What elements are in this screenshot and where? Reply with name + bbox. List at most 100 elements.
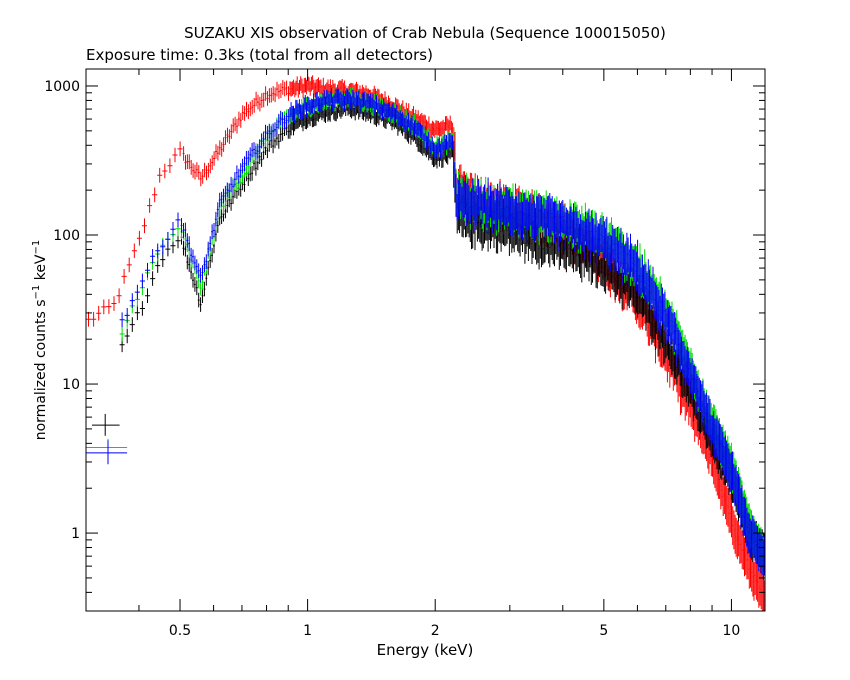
data-point xyxy=(591,251,594,283)
data-point xyxy=(334,93,336,108)
data-point xyxy=(170,222,176,237)
data-point xyxy=(735,465,737,504)
data-point xyxy=(634,244,636,286)
data-point xyxy=(348,92,350,107)
data-point xyxy=(272,86,275,101)
data-point xyxy=(368,96,370,111)
data-point xyxy=(253,142,255,157)
data-point xyxy=(289,81,291,96)
data-point xyxy=(739,525,741,564)
data-point xyxy=(622,234,624,270)
data-point xyxy=(582,220,584,252)
data-point xyxy=(399,110,401,126)
data-point xyxy=(298,99,300,114)
data-point xyxy=(304,94,306,110)
data-point xyxy=(563,205,565,234)
data-point xyxy=(213,223,215,238)
data-point xyxy=(429,139,431,155)
data-point xyxy=(748,513,750,553)
data-point xyxy=(513,199,515,231)
data-point xyxy=(635,251,637,291)
data-point xyxy=(315,92,317,108)
data-point xyxy=(701,384,703,427)
data-point xyxy=(239,113,242,128)
data-point xyxy=(218,140,221,156)
data-point xyxy=(203,257,206,272)
data-point xyxy=(160,239,166,255)
data-point xyxy=(695,366,697,399)
data-point xyxy=(332,96,334,112)
data-point xyxy=(216,202,219,217)
data-point xyxy=(416,123,418,138)
data-point xyxy=(360,98,362,114)
data-point xyxy=(139,273,145,289)
data-point xyxy=(709,398,711,441)
data-point xyxy=(472,178,474,216)
data-point xyxy=(727,487,729,527)
data-point xyxy=(405,115,407,131)
data-point xyxy=(697,376,699,407)
data-point xyxy=(320,79,322,95)
data-point xyxy=(224,130,227,145)
data-point xyxy=(438,137,440,153)
data-point xyxy=(644,264,646,300)
data-point xyxy=(556,203,558,239)
y-tick-label: 100 xyxy=(53,228,80,244)
data-point xyxy=(379,103,381,118)
data-point xyxy=(548,195,550,237)
data-point xyxy=(441,121,443,137)
data-point xyxy=(734,514,736,554)
data-point xyxy=(542,232,544,265)
data-point xyxy=(733,510,735,550)
data-point xyxy=(201,169,204,184)
data-point xyxy=(558,200,560,234)
data-point xyxy=(614,257,616,300)
data-point xyxy=(308,97,310,112)
data-point xyxy=(239,163,242,178)
data-point xyxy=(393,107,395,123)
data-point xyxy=(507,190,509,223)
data-point xyxy=(516,196,518,230)
data-point xyxy=(332,79,334,95)
data-point xyxy=(294,108,296,123)
data-point xyxy=(281,126,284,141)
data-point xyxy=(595,212,597,251)
data-point xyxy=(186,233,189,248)
data-point xyxy=(454,162,456,195)
data-point xyxy=(234,116,236,132)
data-point xyxy=(675,317,677,345)
data-point xyxy=(590,210,592,253)
data-point xyxy=(222,137,225,152)
data-point xyxy=(724,435,726,475)
data-point xyxy=(226,198,229,213)
data-point xyxy=(653,280,655,319)
data-point xyxy=(124,308,130,323)
data-point xyxy=(165,232,171,247)
data-point xyxy=(736,520,738,560)
data-point xyxy=(435,120,437,135)
data-point xyxy=(301,105,303,121)
data-point xyxy=(296,76,298,91)
data-point xyxy=(157,167,163,183)
data-point xyxy=(586,218,588,247)
data-point xyxy=(314,82,316,98)
data-point xyxy=(247,104,250,119)
data-point xyxy=(659,295,661,335)
data-point xyxy=(197,263,200,279)
data-point xyxy=(324,96,327,112)
data-point xyxy=(428,145,430,161)
data-point xyxy=(558,230,560,270)
data-point xyxy=(394,108,397,123)
data-point xyxy=(725,480,727,520)
data-point xyxy=(500,188,502,229)
data-point xyxy=(398,112,400,127)
data-point xyxy=(583,221,585,260)
data-point xyxy=(563,239,565,268)
data-point xyxy=(520,192,522,231)
data-point xyxy=(762,540,764,580)
data-point xyxy=(190,160,193,175)
data-point xyxy=(473,185,475,221)
data-point xyxy=(710,415,712,447)
data-point xyxy=(346,88,348,103)
data-point xyxy=(462,176,464,215)
